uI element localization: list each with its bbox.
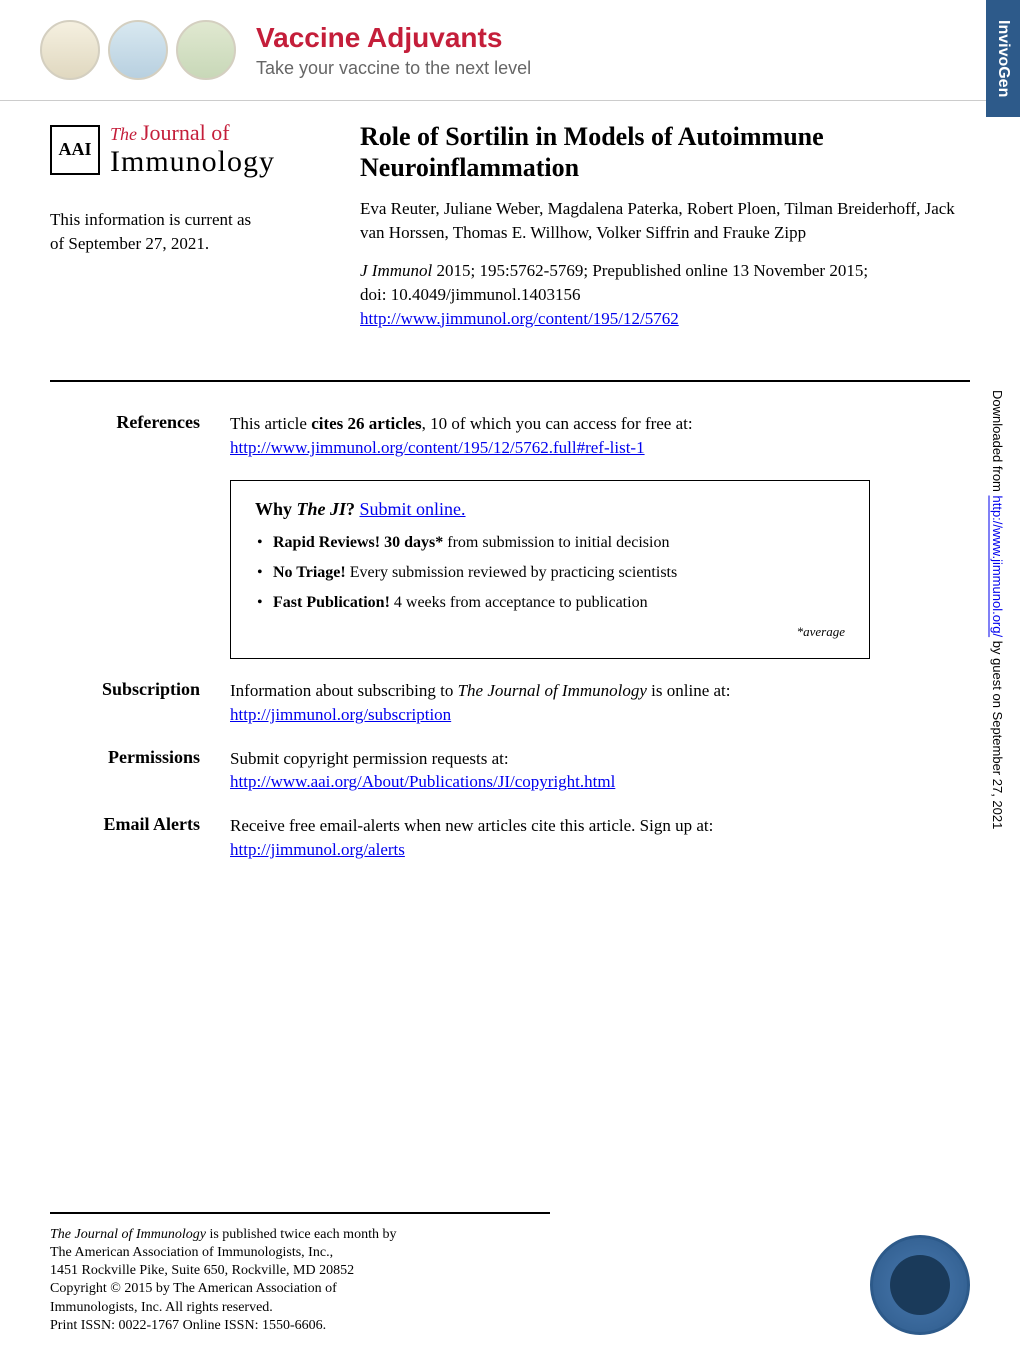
footer-l6: Print ISSN: 0022-1767 Online ISSN: 1550-… — [50, 1318, 326, 1333]
alerts-value: Receive free email-alerts when new artic… — [230, 814, 970, 862]
why-list: Rapid Reviews! 30 days* from submission … — [255, 534, 845, 612]
alerts-label: Email Alerts — [50, 814, 230, 862]
sub-text2: is online at: — [647, 681, 731, 700]
ref-text2: , 10 of which you can access for free at… — [422, 414, 693, 433]
why-word: Why — [255, 499, 297, 519]
permissions-row: Permissions Submit copyright permission … — [50, 747, 970, 795]
why-item-0: Rapid Reviews! 30 days* from submission … — [255, 534, 845, 552]
why-box: Why The JI? Submit online. Rapid Reviews… — [230, 480, 870, 659]
banner-title: Vaccine Adjuvants — [256, 22, 980, 54]
footer-l3: 1451 Rockville Pike, Suite 650, Rockvill… — [50, 1263, 354, 1278]
permissions-label: Permissions — [50, 747, 230, 795]
sidebar-text2: by guest on September 27, 2021 — [990, 637, 1005, 829]
why-bold-2: Fast Publication! — [273, 594, 390, 611]
footer: The Journal of Immunology is published t… — [50, 1212, 970, 1335]
journal-main-name: Immunology — [110, 145, 275, 178]
ref-bold: cites 26 articles — [311, 414, 421, 433]
why-item-2: Fast Publication! 4 weeks from acceptanc… — [255, 594, 845, 612]
why-bold-1: No Triage! — [273, 564, 346, 581]
invivogen-badge: InvivoGen — [986, 0, 1020, 117]
current-line2: of September 27, 2021. — [50, 234, 209, 253]
footer-it: The Journal of Immunology — [50, 1227, 209, 1242]
sub-italic: The Journal of Immunology — [458, 681, 647, 700]
tube-image — [176, 20, 236, 80]
journal-of: Journal of — [141, 120, 230, 145]
banner-text: Vaccine Adjuvants Take your vaccine to t… — [256, 22, 980, 79]
cite-text: 2015; 195:5762-5769; Prepublished online… — [432, 261, 868, 280]
the-ji: The JI — [297, 499, 347, 519]
subscription-label: Subscription — [50, 679, 230, 727]
permissions-value: Submit copyright permission requests at:… — [230, 747, 970, 795]
why-rest-1: Every submission reviewed by practicing … — [346, 564, 677, 581]
footer-l1: is published twice each month by — [209, 1227, 396, 1242]
doi: doi: 10.4049/jimmunol.1403156 — [360, 285, 581, 304]
sub-text1: Information about subscribing to — [230, 681, 458, 700]
subscription-value: Information about subscribing to The Jou… — [230, 679, 970, 727]
subscription-row: Subscription Information about subscribi… — [50, 679, 970, 727]
footer-l5: Immunologists, Inc. All rights reserved. — [50, 1300, 273, 1315]
footer-l2: The American Association of Immunologist… — [50, 1245, 333, 1260]
main-content: AAI The Journal of Immunology This infor… — [0, 101, 1020, 350]
citation: J Immunol 2015; 195:5762-5769; Prepublis… — [360, 259, 970, 330]
current-info: This information is current as of Septem… — [50, 208, 330, 256]
journal-name: The Journal of Immunology — [110, 121, 275, 178]
subscription-link[interactable]: http://jimmunol.org/subscription — [230, 705, 451, 724]
submit-online-link[interactable]: Submit online. — [360, 499, 466, 519]
journal-abbrev: J Immunol — [360, 261, 432, 280]
ad-banner[interactable]: Vaccine Adjuvants Take your vaccine to t… — [0, 0, 1020, 101]
average-note: *average — [255, 624, 845, 640]
banner-subtitle: Take your vaccine to the next level — [256, 58, 980, 79]
flask-image — [40, 20, 100, 80]
references-value: This article cites 26 articles, 10 of wh… — [230, 412, 970, 460]
dish-image — [108, 20, 168, 80]
alerts-text: Receive free email-alerts when new artic… — [230, 816, 713, 835]
ref-text1: This article — [230, 414, 311, 433]
journal-logo: AAI The Journal of Immunology — [50, 121, 330, 178]
aai-badge-icon: AAI — [50, 125, 100, 175]
perm-text: Submit copyright permission requests at: — [230, 749, 509, 768]
current-line1: This information is current as — [50, 210, 251, 229]
why-rest-0: from submission to initial decision — [443, 534, 669, 551]
right-column: Role of Sortilin in Models of Autoimmune… — [360, 121, 970, 330]
why-bold-0: Rapid Reviews! 30 days* — [273, 534, 443, 551]
article-url-link[interactable]: http://www.jimmunol.org/content/195/12/5… — [360, 309, 679, 328]
journal-the: The — [110, 124, 137, 144]
why-rest-2: 4 weeks from acceptance to publication — [390, 594, 648, 611]
permissions-link[interactable]: http://www.aai.org/About/Publications/JI… — [230, 772, 615, 791]
article-title: Role of Sortilin in Models of Autoimmune… — [360, 121, 970, 183]
info-section: References This article cites 26 article… — [0, 412, 1020, 861]
why-q: ? — [346, 499, 360, 519]
footer-l4: Copyright © 2015 by The American Associa… — [50, 1281, 337, 1296]
aai-seal-icon — [870, 1235, 970, 1335]
references-row: References This article cites 26 article… — [50, 412, 970, 460]
sidebar-text1: Downloaded from — [990, 390, 1005, 496]
seal-inner — [890, 1255, 950, 1315]
banner-images — [40, 20, 236, 80]
download-sidebar: Downloaded from http://www.jimmunol.org/… — [990, 390, 1005, 829]
left-column: AAI The Journal of Immunology This infor… — [50, 121, 330, 330]
references-label: References — [50, 412, 230, 460]
footer-left: The Journal of Immunology is published t… — [50, 1212, 550, 1335]
footer-divider — [50, 1212, 550, 1214]
footer-text: The Journal of Immunology is published t… — [50, 1226, 550, 1335]
authors: Eva Reuter, Juliane Weber, Magdalena Pat… — [360, 197, 970, 245]
alerts-link[interactable]: http://jimmunol.org/alerts — [230, 840, 405, 859]
why-item-1: No Triage! Every submission reviewed by … — [255, 564, 845, 582]
why-title: Why The JI? Submit online. — [255, 499, 845, 520]
sidebar-link[interactable]: http://www.jimmunol.org/ — [990, 496, 1005, 638]
divider — [50, 380, 970, 382]
references-link[interactable]: http://www.jimmunol.org/content/195/12/5… — [230, 438, 645, 457]
alerts-row: Email Alerts Receive free email-alerts w… — [50, 814, 970, 862]
